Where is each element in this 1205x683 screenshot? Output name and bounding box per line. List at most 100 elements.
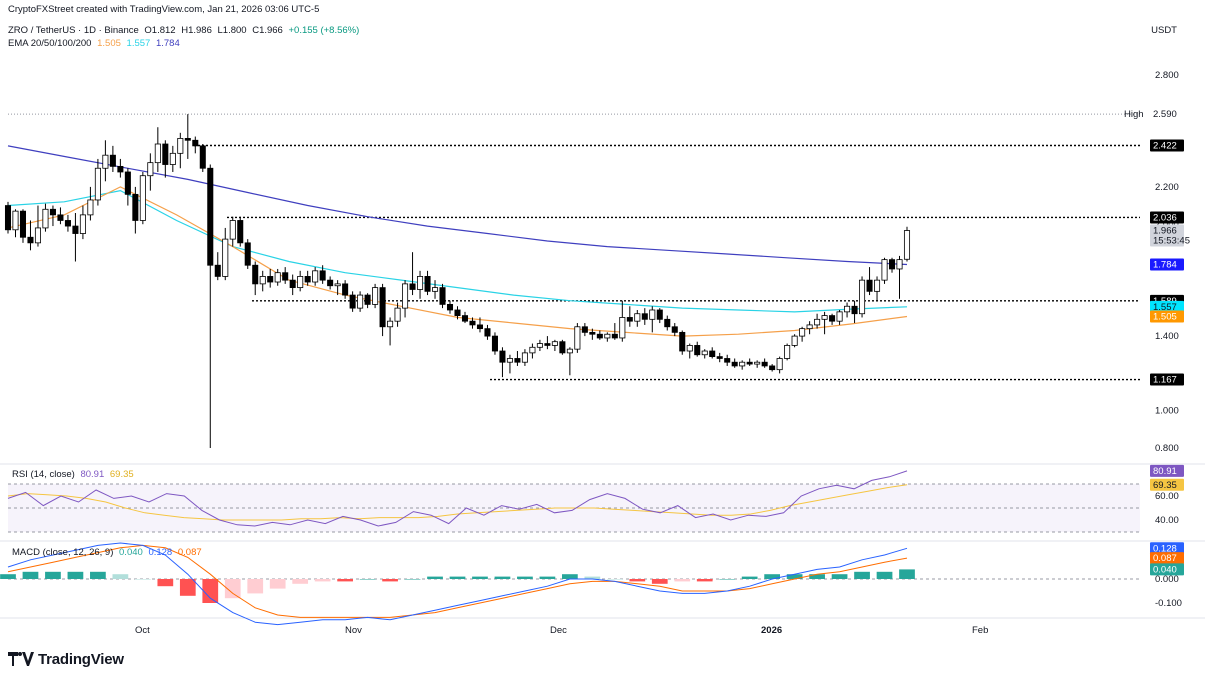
time-axis-label: Feb: [972, 625, 988, 636]
price-badge-label: 1.557: [1153, 302, 1177, 313]
time-axis-label: Nov: [345, 625, 362, 636]
candle-body: [529, 346, 536, 354]
candle-body: [656, 309, 663, 320]
candle-body: [79, 214, 86, 234]
macd-histogram-bar: [629, 579, 646, 582]
macd-histogram-bar: [809, 574, 825, 579]
candle-body: [289, 279, 296, 289]
ohlc-change: +0.155 (+8.56%): [288, 25, 360, 36]
macd-histogram-bar: [337, 579, 353, 582]
macd-histogram-bar: [831, 574, 848, 579]
candle-body: [506, 358, 513, 363]
candle-body: [192, 139, 199, 147]
price-tick-label: 2.800: [1155, 70, 1179, 81]
candle-body: [117, 165, 124, 173]
price-badge-label: 2.422: [1153, 140, 1177, 151]
rsi-line: [7, 470, 908, 527]
candle-body: [364, 294, 371, 305]
time-axis-label: 2026: [761, 625, 782, 636]
ohlc-high: H1.986: [181, 25, 212, 36]
macd-histogram-bar: [719, 579, 736, 580]
candle-body: [177, 138, 184, 154]
candle-body: [739, 361, 746, 367]
price-badge-label: 2.590: [1153, 109, 1177, 120]
candle-body: [162, 143, 169, 165]
candle-body: [619, 317, 626, 339]
candle-body: [124, 171, 131, 195]
macd-histogram-bar: [90, 571, 106, 579]
macd-histogram-bar: [224, 579, 241, 599]
macd-histogram-bar: [876, 571, 893, 579]
macd-legend[interactable]: MACD (close, 12, 26, 9) 0.040 0.128 0.08…: [12, 547, 205, 558]
candle-body: [716, 356, 723, 359]
candle-body: [724, 358, 731, 363]
macd-histogram-bar: [382, 579, 398, 582]
rsi-badge: [1150, 478, 1184, 491]
candle-body: [694, 345, 701, 356]
price-badge: [1150, 224, 1184, 247]
macd-histogram-bar: [247, 579, 264, 594]
macd-histogram-bar: [359, 579, 376, 580]
macd-histogram-bar: [674, 579, 691, 582]
price-badge: [1150, 310, 1184, 323]
symbol-label[interactable]: ZRO / TetherUS · 1D · Binance: [8, 25, 139, 36]
candle-body: [57, 214, 64, 221]
macd-histogram-bar: [494, 576, 511, 579]
rsi-badge: [1150, 464, 1184, 477]
tradingview-logo[interactable]: TradingView: [8, 651, 124, 670]
candle-body: [229, 220, 236, 240]
ema-legend[interactable]: EMA 20/50/100/200 1.505 1.557 1.784: [8, 38, 183, 49]
candle-body: [821, 315, 828, 320]
candle-body: [776, 358, 783, 371]
candle-body: [754, 361, 761, 365]
candle-body: [432, 287, 439, 292]
tradingview-wordmark: TradingView: [38, 651, 124, 668]
macd-histogram-bar: [539, 576, 556, 579]
macd-histogram-bar: [45, 571, 61, 579]
rsi-tick-label: 60.00: [1155, 491, 1179, 502]
candle-body: [439, 287, 446, 305]
candle-body: [484, 328, 491, 337]
macd-histogram-bar: [899, 569, 915, 579]
rsi-badge-label: 69.35: [1153, 480, 1177, 491]
price-badge-label: 2.036: [1153, 212, 1177, 223]
candle-body: [64, 220, 71, 227]
candle-body: [769, 365, 776, 371]
macd-line: [7, 542, 908, 626]
candle-body: [334, 283, 341, 287]
candle-body: [214, 264, 221, 277]
price-tick-label: 2.200: [1155, 182, 1179, 193]
candle-body: [881, 259, 888, 281]
candle-body: [626, 317, 633, 322]
candle-body: [581, 326, 588, 333]
rsi-legend[interactable]: RSI (14, close) 80.91 69.35: [12, 469, 137, 480]
time-axis-label: Dec: [550, 625, 567, 636]
candle-body: [559, 341, 566, 354]
candle-body: [896, 259, 903, 270]
macd-histogram-bar: [584, 576, 601, 579]
candle-body: [402, 283, 409, 309]
macd-histogram-bar: [651, 579, 668, 584]
candle-body: [312, 270, 319, 283]
candle-body: [417, 276, 424, 290]
candle-body: [394, 307, 401, 322]
candle-body: [274, 272, 281, 283]
candle-body: [207, 167, 214, 266]
chart-credit: CryptoFXStreet created with TradingView.…: [8, 4, 320, 15]
candle-body: [154, 143, 161, 164]
candle-body: [844, 305, 851, 313]
candle-body: [491, 335, 498, 352]
candle-body: [589, 331, 596, 335]
price-tick-label: 1.400: [1155, 331, 1179, 342]
candle-body: [686, 345, 693, 352]
candle-body: [454, 309, 461, 316]
macd-histogram-bar: [606, 579, 623, 580]
symbol-line: ZRO / TetherUS · 1D · Binance O1.812 H1.…: [8, 25, 362, 36]
candle-body: [806, 324, 813, 330]
candle-body: [27, 236, 34, 244]
candle-body: [379, 287, 386, 328]
macd-tick-label: -0.100: [1155, 598, 1182, 609]
candle-body: [244, 242, 251, 266]
candle-body: [42, 208, 49, 229]
